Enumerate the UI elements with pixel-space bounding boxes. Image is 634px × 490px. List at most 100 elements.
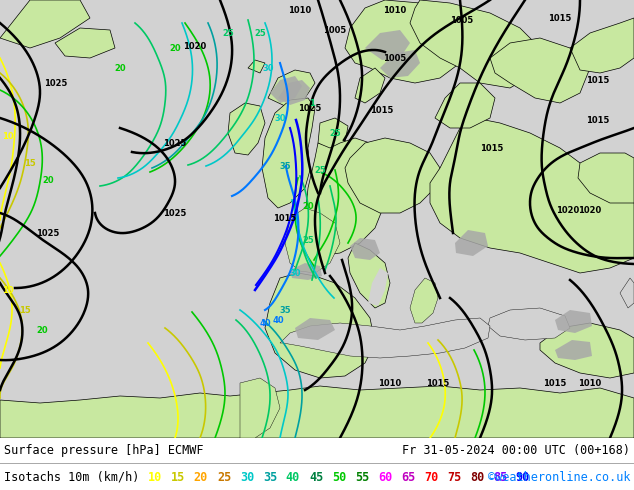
Text: 30: 30: [240, 470, 254, 484]
Text: 1025: 1025: [299, 103, 321, 113]
Polygon shape: [488, 308, 570, 340]
Polygon shape: [278, 80, 310, 105]
Text: 75: 75: [447, 470, 461, 484]
Polygon shape: [318, 118, 348, 150]
Polygon shape: [490, 38, 590, 103]
Polygon shape: [555, 310, 592, 333]
Text: 35: 35: [263, 470, 277, 484]
Text: 1015: 1015: [586, 116, 610, 124]
Text: 20: 20: [114, 64, 126, 73]
Polygon shape: [345, 0, 470, 83]
Polygon shape: [555, 340, 592, 360]
Text: 1005: 1005: [384, 53, 406, 63]
Text: Fr 31-05-2024 00:00 UTC (00+168): Fr 31-05-2024 00:00 UTC (00+168): [402, 443, 630, 457]
Text: 1005: 1005: [450, 16, 474, 24]
Text: 15: 15: [24, 158, 36, 168]
Text: 55: 55: [355, 470, 369, 484]
Polygon shape: [268, 70, 315, 106]
Text: 1015: 1015: [548, 14, 572, 23]
Polygon shape: [240, 378, 280, 438]
Text: 1010: 1010: [578, 378, 602, 388]
Polygon shape: [265, 273, 375, 378]
Text: 20: 20: [302, 201, 314, 211]
Text: 10: 10: [2, 286, 14, 294]
Text: 20: 20: [194, 470, 208, 484]
Text: 40: 40: [272, 316, 284, 324]
Text: 25: 25: [222, 28, 234, 38]
Text: 25: 25: [329, 128, 341, 138]
Text: 1015: 1015: [370, 105, 394, 115]
Text: Surface pressure [hPa] ECMWF: Surface pressure [hPa] ECMWF: [4, 443, 204, 457]
Polygon shape: [368, 268, 388, 306]
Text: 1015: 1015: [586, 75, 610, 84]
Polygon shape: [570, 18, 634, 73]
Text: 30: 30: [289, 269, 301, 277]
Text: 1010: 1010: [288, 5, 312, 15]
Text: 25: 25: [254, 28, 266, 38]
Polygon shape: [410, 0, 540, 88]
Text: 30: 30: [262, 64, 274, 73]
Text: 50: 50: [332, 470, 346, 484]
Polygon shape: [285, 208, 340, 273]
Text: 70: 70: [424, 470, 438, 484]
Text: 1010: 1010: [384, 5, 406, 15]
Text: 1010: 1010: [378, 378, 401, 388]
Polygon shape: [540, 323, 634, 378]
Text: Isotachs 10m (km/h): Isotachs 10m (km/h): [4, 470, 139, 484]
Polygon shape: [355, 68, 385, 103]
Text: 20: 20: [169, 44, 181, 52]
Text: 1015: 1015: [481, 144, 503, 152]
Text: 1015: 1015: [273, 214, 297, 222]
Text: 20: 20: [42, 175, 54, 185]
Text: 60: 60: [378, 470, 392, 484]
Polygon shape: [262, 98, 315, 208]
Text: 90: 90: [516, 470, 530, 484]
Polygon shape: [305, 138, 390, 255]
Polygon shape: [435, 83, 495, 128]
Text: 25: 25: [302, 236, 314, 245]
Text: 1: 1: [309, 98, 315, 107]
Text: 1025: 1025: [36, 228, 60, 238]
Polygon shape: [380, 50, 420, 78]
Polygon shape: [0, 386, 634, 438]
Text: 15: 15: [171, 470, 185, 484]
Text: 25: 25: [314, 166, 326, 174]
Polygon shape: [455, 230, 488, 256]
Text: 40: 40: [259, 318, 271, 327]
Polygon shape: [350, 238, 380, 260]
Polygon shape: [248, 60, 265, 73]
Polygon shape: [280, 318, 490, 358]
Polygon shape: [55, 28, 115, 58]
Polygon shape: [348, 243, 390, 308]
Polygon shape: [410, 278, 438, 323]
Polygon shape: [620, 278, 634, 308]
Text: ©weatheronline.co.uk: ©weatheronline.co.uk: [488, 470, 630, 484]
Polygon shape: [295, 318, 335, 340]
Text: 15: 15: [19, 305, 31, 315]
Polygon shape: [270, 76, 302, 103]
Polygon shape: [365, 30, 410, 60]
Text: 35: 35: [279, 305, 291, 315]
Text: 10: 10: [148, 470, 162, 484]
Text: 35: 35: [279, 162, 291, 171]
Bar: [0, 463, 634, 464]
Text: 30: 30: [275, 114, 286, 122]
Polygon shape: [345, 138, 440, 213]
Text: 65: 65: [401, 470, 415, 484]
Text: 85: 85: [493, 470, 507, 484]
Text: 20: 20: [36, 325, 48, 335]
Text: 1025: 1025: [164, 139, 186, 147]
Text: 1020: 1020: [183, 42, 207, 50]
Text: 40: 40: [286, 470, 300, 484]
Polygon shape: [430, 118, 634, 273]
Text: 1020: 1020: [578, 205, 602, 215]
Text: 80: 80: [470, 470, 484, 484]
Polygon shape: [228, 103, 265, 155]
Text: 1015: 1015: [426, 378, 450, 388]
Polygon shape: [290, 263, 322, 280]
Text: 1025: 1025: [44, 78, 68, 88]
Text: 1020: 1020: [557, 205, 579, 215]
Text: 1015: 1015: [543, 378, 567, 388]
Text: 10: 10: [2, 131, 14, 141]
Text: 45: 45: [309, 470, 323, 484]
